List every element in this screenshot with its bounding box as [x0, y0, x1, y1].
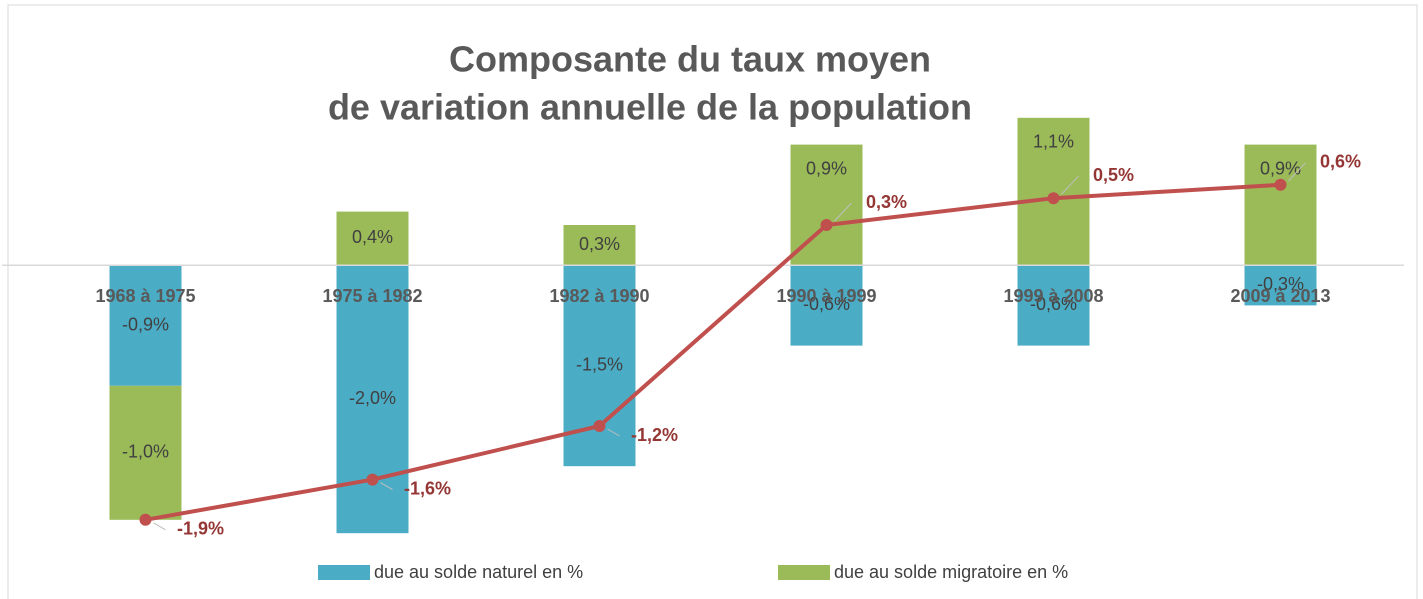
chart-frame [7, 4, 1418, 599]
bar [1244, 265, 1317, 306]
x-tick-label: 1990 à 1999 [776, 286, 876, 306]
bar [1017, 265, 1090, 346]
line-marker [820, 219, 833, 231]
x-tick-label: 2009 à 2013 [1230, 286, 1330, 306]
bar-value-label: -0,6% [803, 294, 850, 314]
leader-line [607, 428, 620, 437]
line-marker [593, 420, 606, 432]
bar-value-label: 1,1% [1033, 132, 1074, 152]
bar-value-label: -1,0% [122, 442, 169, 462]
line-marker [1274, 178, 1287, 191]
line-value-label: 0,6% [1320, 152, 1361, 172]
leader-line [834, 202, 852, 222]
leader-line [1061, 175, 1079, 195]
legend-swatch [318, 565, 370, 580]
x-tick-label: 1999 à 2008 [1003, 286, 1103, 306]
bar [790, 265, 863, 346]
line-marker [1047, 192, 1060, 205]
bar [336, 211, 409, 266]
leader-line [153, 522, 166, 531]
line-value-label: -1,2% [631, 425, 678, 445]
x-tick-label: 1982 à 1990 [549, 286, 649, 306]
bar-value-label: -2,0% [349, 388, 396, 408]
line-value-label: 0,3% [866, 192, 907, 212]
bar-value-label: 0,9% [806, 158, 847, 178]
bar [109, 385, 182, 520]
bar [336, 265, 409, 534]
legend-swatch [778, 565, 830, 580]
bar [1017, 117, 1090, 266]
line-value-label: 0,5% [1093, 165, 1134, 185]
x-tick-label: 1975 à 1982 [322, 286, 422, 306]
line-marker [139, 513, 152, 526]
bar-value-label: 0,4% [352, 227, 393, 247]
x-tick-label: 1968 à 1975 [95, 286, 195, 306]
bar [109, 265, 182, 386]
bar-value-label: -0,3% [1257, 274, 1304, 294]
leader-line [1288, 162, 1306, 182]
chart-title: Composante du taux moyen [449, 39, 931, 80]
bar-value-label: -1,5% [576, 354, 623, 374]
bar [1244, 144, 1317, 266]
bar [563, 225, 636, 266]
bar-value-label: -0,6% [1030, 294, 1077, 314]
line-marker [366, 473, 379, 486]
legend-label: due au solde naturel en % [374, 562, 583, 582]
bar-value-label: 0,3% [579, 234, 620, 254]
line-value-label: -1,6% [404, 478, 451, 498]
chart-title: de variation annuelle de la population [328, 87, 972, 128]
bar-value-label: -0,9% [122, 314, 169, 334]
line-value-label: -1,9% [177, 519, 224, 539]
line [145, 182, 1281, 522]
legend-label: due au solde migratoire en % [834, 562, 1068, 582]
bar-value-label: 0,9% [1260, 158, 1301, 178]
leader-line [380, 482, 393, 491]
